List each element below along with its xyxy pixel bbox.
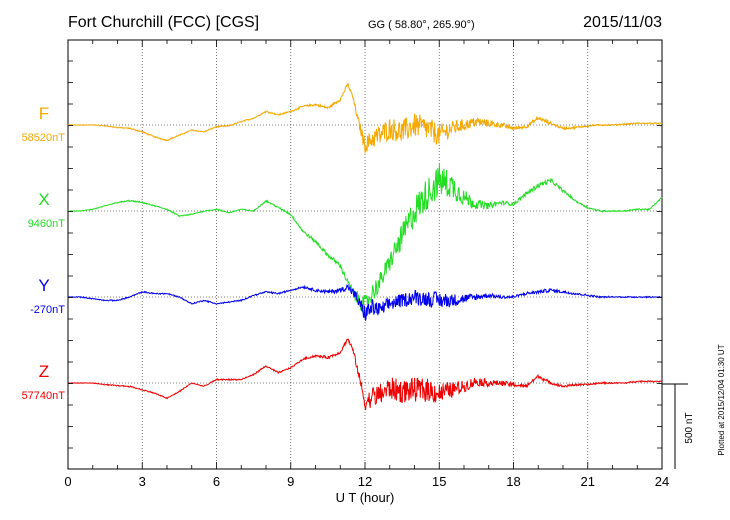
x-tick-label: 18	[506, 474, 520, 489]
station-coordinates: GG ( 58.80°, 265.90°)	[368, 19, 475, 31]
station-title: Fort Churchill (FCC) [CGS]	[68, 14, 259, 31]
channel-label-Y: Y	[38, 276, 49, 295]
baseline-label-F: 58520nT	[22, 132, 66, 144]
x-tick-label: 9	[287, 474, 294, 489]
baseline-label-Z: 57740nT	[22, 390, 66, 402]
trace-Z	[67, 338, 663, 411]
x-axis: 0 3 6 9 12 15 18 21 24	[64, 40, 669, 489]
x-tick-label: 15	[432, 474, 446, 489]
scale-bar-label: 500 nT	[684, 412, 695, 443]
traces	[67, 82, 663, 411]
x-tick-label: 12	[358, 474, 372, 489]
x-tick-label: 21	[581, 474, 595, 489]
x-tick-label: 6	[213, 474, 220, 489]
channel-label-F: F	[39, 104, 49, 123]
baseline-label-Y: -270nT	[30, 304, 65, 316]
scale-bar: 500 nT	[662, 383, 695, 469]
channel-label-Z: Z	[39, 362, 49, 381]
x-tick-label: 0	[64, 474, 71, 489]
plot-date: 2015/11/03	[583, 14, 662, 31]
plot-frame	[67, 39, 663, 470]
x-axis-label: U T (hour)	[336, 490, 395, 505]
baseline-label-X: 9460nT	[28, 218, 66, 230]
plotted-timestamp: Plotted at 2015/12/04 01:30 UT	[717, 344, 726, 455]
trace-X	[68, 164, 663, 313]
grid	[68, 40, 662, 469]
channel-labels: F 58520nT X 9460nT Y -270nT Z 57740nT	[22, 104, 66, 402]
x-tick-label: 3	[139, 474, 146, 489]
trace-Y	[68, 283, 663, 321]
trace-F	[67, 82, 663, 154]
x-tick-label: 24	[655, 474, 669, 489]
channel-label-X: X	[38, 190, 49, 209]
